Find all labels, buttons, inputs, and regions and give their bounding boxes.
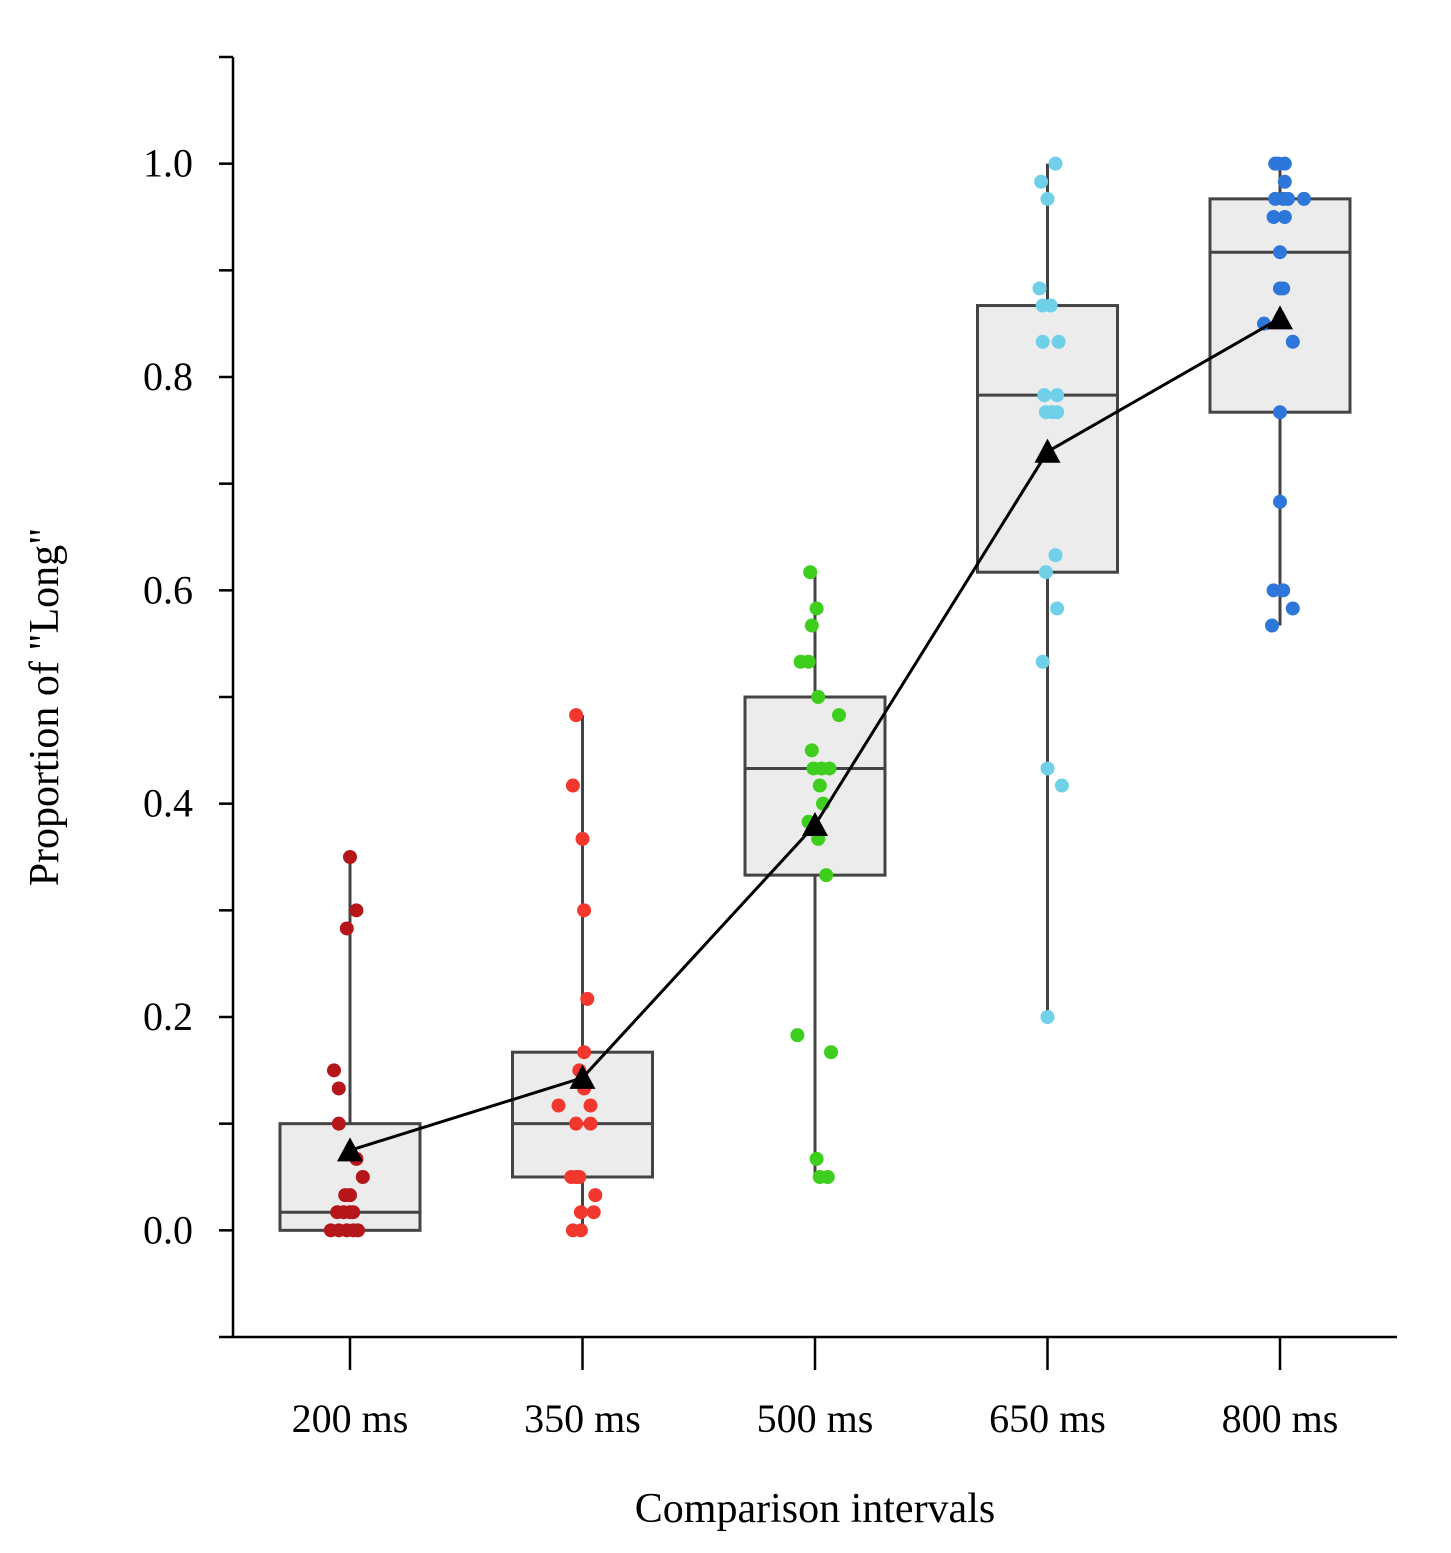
data-point xyxy=(1051,334,1066,349)
data-points xyxy=(323,156,1311,1238)
data-point xyxy=(583,1098,598,1113)
data-point xyxy=(1048,548,1063,563)
data-point xyxy=(1043,298,1058,313)
data-point xyxy=(339,921,354,936)
data-point xyxy=(804,743,819,758)
data-point xyxy=(1048,156,1063,171)
data-point xyxy=(1265,618,1279,633)
y-tick-label: 0.6 xyxy=(143,567,193,612)
data-point xyxy=(820,1170,835,1184)
data-point xyxy=(832,708,846,723)
data-point xyxy=(1037,388,1052,403)
y-tick-label: 0.2 xyxy=(143,994,193,1039)
data-point xyxy=(355,1170,370,1184)
y-tick-label: 1.0 xyxy=(143,141,193,186)
data-point xyxy=(1050,405,1065,420)
data-point xyxy=(1034,174,1049,189)
mean-marker xyxy=(337,1137,363,1162)
data-point xyxy=(331,1116,346,1131)
data-point xyxy=(1285,334,1300,349)
data-point xyxy=(811,690,826,704)
data-point xyxy=(1040,191,1055,206)
data-point xyxy=(551,1098,566,1113)
data-point xyxy=(1035,654,1050,669)
data-point xyxy=(1276,281,1291,296)
data-point xyxy=(824,1045,838,1060)
data-point xyxy=(327,1063,341,1078)
data-point xyxy=(801,654,816,669)
y-axis-title: Proportion of "Long" xyxy=(22,528,68,887)
data-point xyxy=(573,1205,588,1220)
data-point xyxy=(1281,191,1295,206)
data-point xyxy=(1050,601,1065,616)
box-350-ms xyxy=(511,715,654,1231)
x-tick-label: 800 ms xyxy=(1222,1396,1339,1441)
data-point xyxy=(1038,565,1053,580)
data-point xyxy=(343,850,357,864)
data-point xyxy=(1040,1010,1055,1024)
data-point xyxy=(1277,210,1292,224)
data-point xyxy=(1297,191,1311,206)
data-point xyxy=(809,601,824,616)
data-point xyxy=(804,618,819,633)
x-tick-label: 350 ms xyxy=(524,1396,641,1441)
data-point xyxy=(1266,583,1281,598)
axis-labels: Comparison intervals Proportion of "Long… xyxy=(22,528,995,1532)
boxes xyxy=(278,163,1352,1232)
data-point xyxy=(331,1081,346,1096)
x-tick-label: 200 ms xyxy=(292,1396,409,1441)
y-tick-label: 0.4 xyxy=(143,781,193,826)
box-650-ms xyxy=(976,163,1119,1017)
data-point xyxy=(572,1170,587,1184)
mean-series xyxy=(337,305,1293,1162)
data-point xyxy=(575,831,590,846)
data-point xyxy=(1032,281,1047,296)
box-800-ms xyxy=(1208,163,1352,626)
data-point xyxy=(573,1223,588,1238)
data-point xyxy=(1035,334,1050,349)
data-point xyxy=(580,991,595,1006)
data-point xyxy=(346,1205,361,1220)
data-point xyxy=(586,1205,601,1220)
data-point xyxy=(1273,245,1287,260)
data-point xyxy=(1273,494,1287,509)
data-point xyxy=(1040,761,1055,776)
data-point xyxy=(803,565,818,580)
x-tick-label: 650 ms xyxy=(989,1396,1106,1441)
y-tick-label: 0.0 xyxy=(143,1207,193,1252)
data-point xyxy=(583,1116,598,1131)
data-point xyxy=(1277,174,1292,189)
data-point xyxy=(569,1116,584,1131)
data-point xyxy=(812,778,827,793)
x-tick-label: 500 ms xyxy=(757,1396,874,1441)
data-point xyxy=(822,761,837,776)
x-axis-title: Comparison intervals xyxy=(635,1486,995,1532)
mean-marker xyxy=(569,1064,596,1089)
data-point xyxy=(1054,778,1069,793)
data-point xyxy=(343,1188,357,1203)
data-point xyxy=(349,903,364,918)
data-point xyxy=(569,708,584,723)
axes: 0.0 0.2 0.4 0.6 0.8 1.0 200 ms 350 ms 500 ms 650 … xyxy=(143,55,1397,1441)
mean-marker xyxy=(1267,305,1293,330)
data-point xyxy=(351,1223,365,1238)
mean-marker xyxy=(1034,438,1061,463)
data-point xyxy=(577,1045,592,1060)
data-point xyxy=(1277,156,1292,171)
data-point xyxy=(588,1188,603,1203)
data-point xyxy=(1276,583,1291,598)
data-point xyxy=(809,1151,824,1166)
data-point xyxy=(1273,405,1287,420)
data-point xyxy=(565,778,580,793)
data-point xyxy=(1050,388,1065,403)
data-point xyxy=(819,868,834,883)
data-point xyxy=(1266,210,1281,224)
y-tick-label: 0.8 xyxy=(143,354,193,399)
data-point xyxy=(1285,601,1300,616)
data-point xyxy=(790,1028,805,1043)
mean-marker xyxy=(802,812,828,837)
data-point xyxy=(577,903,592,918)
